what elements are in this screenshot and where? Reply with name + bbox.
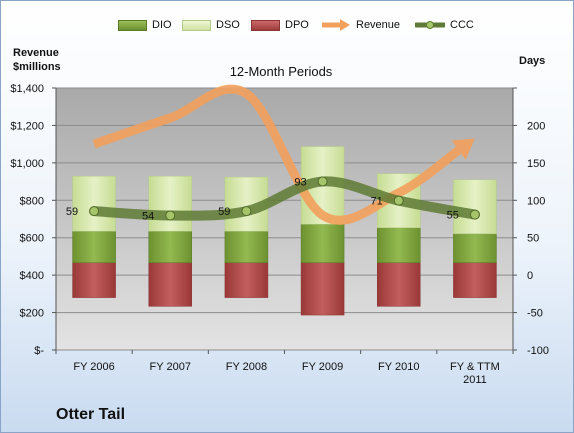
right-tick-label: 100 [527,195,545,207]
legend-swatch-dio [118,19,147,31]
x-tick-label: FY 2010 [378,361,419,373]
bar-dio [300,223,345,263]
legend-item-dso: DSO [182,15,240,35]
chart-title: 12-Month Periods [229,64,333,79]
x-tick-label: FY 2009 [302,361,343,373]
bar-dso [72,175,116,232]
right-tick-label: 0 [527,270,533,282]
right-tick-label: 50 [527,233,539,245]
ccc-data-label: 54 [142,211,154,223]
bar-dso [453,179,497,235]
ccc-data-label: 59 [218,206,230,218]
plot-area [56,88,513,350]
left-tick-label: $600 [20,233,44,245]
right-tick-label: -100 [527,345,549,357]
legend-swatch-dpo [251,19,280,31]
legend-swatch-dso [182,19,211,31]
left-axis-title-line2: $millions [13,61,61,73]
revenue-line [92,84,475,225]
ccc-data-label: 93 [294,176,306,188]
ccc-line: 59 54 59 93 71 55 [66,176,480,223]
bar-dpo [72,262,116,298]
x-tick-label: FY 2008 [226,361,267,373]
bar-dio [72,230,116,263]
ccc-point [241,206,252,217]
x-tick-label: FY 2007 [150,361,191,373]
legend-item-dpo: DPO [251,15,309,35]
ccc-point [317,176,328,187]
ccc-data-label: 55 [447,210,459,222]
axis-ticks: $- -100 $200 -50 $400 0 $600 50 $800 100 $1,000 150… [10,83,549,386]
ccc-data-label: 71 [371,196,383,208]
bar-dio [148,230,192,263]
bar-dio [224,230,269,263]
bar-dso [148,175,192,232]
legend-item-dio: DIO [118,15,172,35]
legend-label-dso: DSO [216,19,240,31]
revenue-arrowhead [451,138,475,160]
left-tick-label: $400 [20,270,44,282]
bar-dpo [453,262,497,298]
left-tick-label: $800 [20,195,44,207]
ccc-point [89,206,100,217]
left-tick-label: $- [34,345,44,357]
bar-dpo [300,262,345,316]
legend-swatch-ccc [415,21,445,29]
legend: DIO DSO DPO Revenue CCC [1,15,573,35]
right-axis-title: Days [519,55,546,67]
x-tick-label: FY & TTM [450,361,500,373]
ccc-point [165,210,176,221]
bar-dpo [224,262,269,298]
legend-label-ccc: CCC [450,19,474,31]
bar-dpo [148,262,192,307]
ccc-point [393,195,404,206]
right-tick-label: -50 [527,308,543,320]
bar-dpo [377,262,421,307]
legend-label-revenue: Revenue [356,19,401,31]
right-tick-label: 150 [527,158,545,170]
legend-label-dio: DIO [152,19,172,31]
company-name: Otter Tail [56,406,126,423]
left-tick-label: $200 [20,308,44,320]
left-tick-label: $1,400 [10,83,44,95]
x-tick-label: FY 2006 [73,361,114,373]
bar-dio [453,233,497,263]
legend-label-dpo: DPO [285,19,309,31]
bar-dio [377,227,421,263]
legend-item-ccc: CCC [415,15,474,35]
legend-swatch-revenue [322,19,350,31]
revenue-line-path [92,84,462,225]
left-axis-title-line1: Revenue [13,47,59,59]
ccc-data-label: 59 [66,206,78,218]
right-tick-label: 200 [527,120,545,132]
ccc-point [469,209,480,220]
left-tick-label: $1,000 [10,158,44,170]
x-tick-label: 2011 [463,374,487,386]
left-tick-label: $1,200 [10,120,44,132]
legend-item-revenue: Revenue [321,15,400,35]
